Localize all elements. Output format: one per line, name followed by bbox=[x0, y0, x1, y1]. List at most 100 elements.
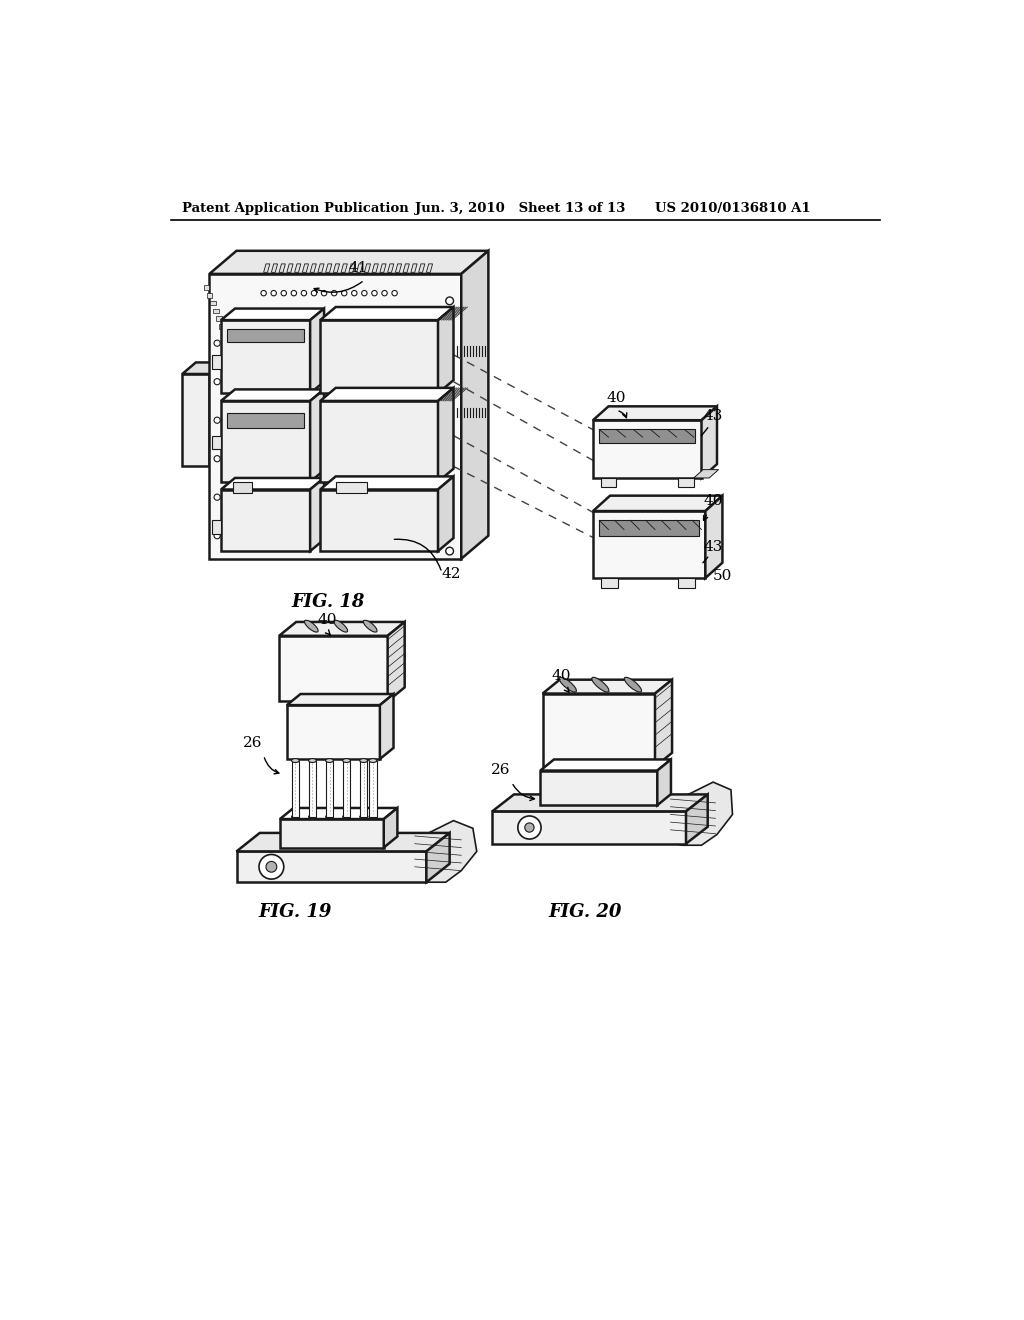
Circle shape bbox=[214, 455, 220, 462]
Polygon shape bbox=[209, 275, 461, 558]
Ellipse shape bbox=[359, 759, 368, 763]
Polygon shape bbox=[280, 808, 397, 818]
Text: Jun. 3, 2010   Sheet 13 of 13: Jun. 3, 2010 Sheet 13 of 13 bbox=[415, 202, 625, 215]
Polygon shape bbox=[317, 264, 324, 272]
Circle shape bbox=[214, 417, 220, 424]
FancyArrowPatch shape bbox=[326, 630, 331, 635]
Polygon shape bbox=[287, 694, 393, 705]
FancyArrowPatch shape bbox=[513, 784, 535, 801]
Polygon shape bbox=[403, 821, 477, 882]
FancyArrowPatch shape bbox=[394, 540, 441, 570]
Circle shape bbox=[445, 297, 454, 305]
Polygon shape bbox=[280, 818, 384, 847]
Circle shape bbox=[281, 290, 287, 296]
Ellipse shape bbox=[559, 677, 577, 692]
Polygon shape bbox=[336, 482, 367, 494]
Ellipse shape bbox=[364, 620, 377, 632]
Polygon shape bbox=[384, 808, 397, 847]
Ellipse shape bbox=[326, 759, 334, 763]
Polygon shape bbox=[599, 429, 695, 444]
Text: 42: 42 bbox=[442, 568, 462, 581]
Polygon shape bbox=[662, 781, 732, 845]
Polygon shape bbox=[287, 264, 293, 272]
Polygon shape bbox=[310, 264, 316, 272]
Polygon shape bbox=[380, 264, 386, 272]
Polygon shape bbox=[308, 760, 316, 817]
Ellipse shape bbox=[292, 814, 299, 818]
Circle shape bbox=[214, 379, 220, 385]
Text: 43: 43 bbox=[703, 540, 722, 554]
Polygon shape bbox=[227, 330, 304, 342]
Polygon shape bbox=[237, 833, 450, 851]
Polygon shape bbox=[221, 401, 310, 482]
Polygon shape bbox=[678, 478, 693, 487]
Polygon shape bbox=[221, 389, 324, 401]
FancyArrowPatch shape bbox=[618, 411, 627, 417]
FancyArrowPatch shape bbox=[264, 758, 279, 774]
Ellipse shape bbox=[334, 620, 347, 632]
Polygon shape bbox=[395, 264, 401, 272]
Polygon shape bbox=[280, 264, 286, 272]
Text: 43: 43 bbox=[703, 409, 722, 424]
Text: 40: 40 bbox=[606, 392, 626, 405]
Circle shape bbox=[301, 290, 306, 296]
Polygon shape bbox=[593, 511, 706, 578]
Ellipse shape bbox=[625, 677, 641, 692]
Polygon shape bbox=[411, 264, 417, 272]
Polygon shape bbox=[438, 388, 454, 482]
Circle shape bbox=[351, 290, 357, 296]
Polygon shape bbox=[706, 496, 722, 578]
Ellipse shape bbox=[308, 814, 316, 818]
Circle shape bbox=[214, 494, 220, 500]
Polygon shape bbox=[280, 622, 404, 636]
Polygon shape bbox=[686, 795, 708, 843]
Circle shape bbox=[361, 290, 367, 296]
FancyArrowPatch shape bbox=[564, 688, 569, 692]
Polygon shape bbox=[326, 264, 332, 272]
Polygon shape bbox=[369, 760, 377, 817]
Circle shape bbox=[332, 290, 337, 296]
Ellipse shape bbox=[369, 814, 377, 818]
Text: 41: 41 bbox=[349, 261, 369, 276]
Polygon shape bbox=[593, 407, 717, 420]
Circle shape bbox=[311, 290, 316, 296]
Polygon shape bbox=[701, 407, 717, 478]
Polygon shape bbox=[655, 680, 672, 767]
Polygon shape bbox=[212, 355, 221, 368]
Polygon shape bbox=[657, 759, 671, 805]
Polygon shape bbox=[601, 478, 616, 487]
Polygon shape bbox=[678, 578, 695, 589]
Ellipse shape bbox=[592, 677, 609, 692]
Circle shape bbox=[291, 290, 297, 296]
Polygon shape bbox=[321, 308, 454, 321]
Polygon shape bbox=[438, 477, 454, 552]
Polygon shape bbox=[321, 490, 438, 552]
Polygon shape bbox=[221, 490, 310, 552]
Polygon shape bbox=[221, 478, 324, 490]
Polygon shape bbox=[222, 331, 228, 337]
Circle shape bbox=[271, 290, 276, 296]
Text: 40: 40 bbox=[317, 614, 337, 627]
Text: 40: 40 bbox=[552, 669, 571, 684]
Polygon shape bbox=[321, 477, 454, 490]
Text: FIG. 18: FIG. 18 bbox=[291, 593, 365, 611]
FancyArrowPatch shape bbox=[703, 515, 708, 520]
Polygon shape bbox=[365, 264, 371, 272]
Circle shape bbox=[445, 548, 454, 554]
FancyArrowPatch shape bbox=[314, 281, 362, 292]
Polygon shape bbox=[238, 370, 244, 375]
Circle shape bbox=[392, 290, 397, 296]
Polygon shape bbox=[210, 301, 216, 305]
Circle shape bbox=[259, 854, 284, 879]
Polygon shape bbox=[295, 264, 301, 272]
Polygon shape bbox=[388, 622, 404, 701]
Polygon shape bbox=[426, 264, 432, 272]
Polygon shape bbox=[543, 680, 672, 693]
Polygon shape bbox=[334, 264, 340, 272]
Ellipse shape bbox=[304, 620, 318, 632]
Text: FIG. 20: FIG. 20 bbox=[549, 903, 622, 921]
Polygon shape bbox=[237, 851, 426, 882]
Polygon shape bbox=[321, 401, 438, 482]
Polygon shape bbox=[493, 812, 686, 843]
Polygon shape bbox=[225, 339, 231, 345]
